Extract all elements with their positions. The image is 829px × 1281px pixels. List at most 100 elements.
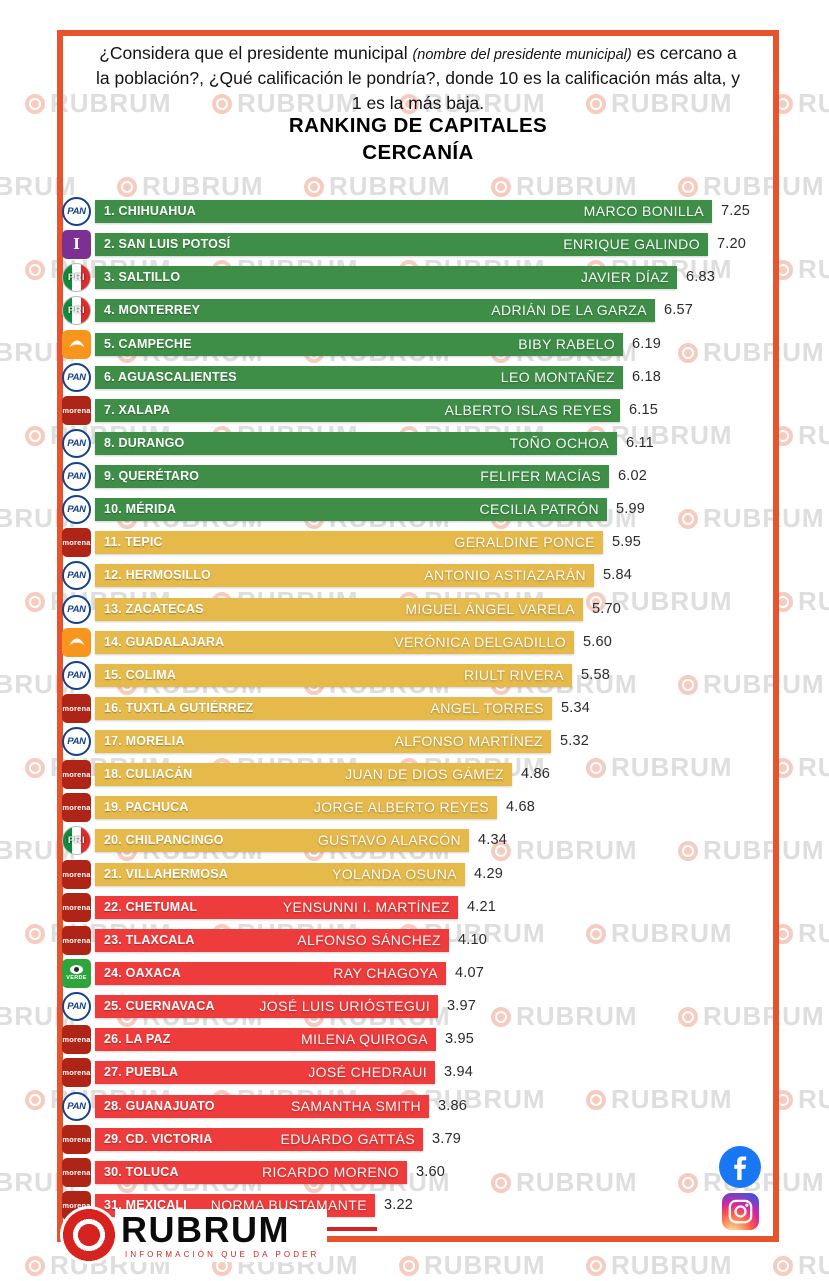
score-bar: 18. CULIACÁN JUAN DE DIOS GÁMEZ xyxy=(95,762,512,786)
mayor-name: LEO MONTAÑEZ xyxy=(500,369,615,385)
mayor-name: CECILIA PATRÓN xyxy=(479,501,599,517)
pan-party-logo: PAN xyxy=(62,594,91,624)
pan-party-logo: PAN xyxy=(62,362,91,392)
watermark-text: RUBRUM xyxy=(798,1084,829,1114)
rank-city-label: 18. CULIACÁN xyxy=(104,767,193,781)
watermark-text: RUBRUM xyxy=(798,420,829,450)
rank-city-label: 3. SALTILLO xyxy=(104,270,181,284)
morena-party-logo: morena xyxy=(62,859,91,889)
score-bar: 7. XALAPA ALBERTO ISLAS REYES xyxy=(95,398,620,422)
mayor-name: RIULT RIVERA xyxy=(464,667,564,683)
rubrum-target-icon xyxy=(25,923,45,944)
score-bar: 9. QUERÉTARO FELIFER MACÍAS xyxy=(95,464,609,488)
watermark-text: RUBRUM xyxy=(424,1250,546,1280)
mayor-name: MARCO BONILLA xyxy=(583,203,704,219)
rank-city-label: 30. TOLUCA xyxy=(104,1165,179,1179)
score-bar: 27. PUEBLA JOSÉ CHEDRAUI xyxy=(95,1060,435,1084)
score-value: 6.11 xyxy=(626,435,654,451)
ranking-row-10: PAN 10. MÉRIDA CECILIA PATRÓN 5.99 xyxy=(62,494,645,524)
score-bar: 30. TOLUCA RICARDO MORENO xyxy=(95,1160,407,1184)
score-value: 6.57 xyxy=(664,302,694,318)
score-bar: 20. CHILPANCINGO GUSTAVO ALARCÓN xyxy=(95,828,469,852)
ranking-row-30: morena 30. TOLUCA RICARDO MORENO 3.60 xyxy=(62,1157,445,1187)
question-note: (nombre del presidente municipal) xyxy=(412,47,632,63)
score-value: 6.83 xyxy=(686,269,716,285)
rubrum-watermark: RUBRUM xyxy=(773,1084,829,1115)
score-bar: 1. CHIHUAHUA MARCO BONILLA xyxy=(95,199,712,223)
rank-city-label: 10. MÉRIDA xyxy=(104,502,177,516)
ranking-row-20: PRI 20. CHILPANCINGO GUSTAVO ALARCÓN 4.34 xyxy=(62,825,507,855)
instagram-icon[interactable] xyxy=(722,1193,759,1230)
rubrum-target-icon xyxy=(25,259,45,280)
rubrum-tagline: INFORMACIÓN QUE DA PODER xyxy=(125,1249,320,1259)
mayor-name: GUSTAVO ALARCÓN xyxy=(317,832,461,848)
rank-city-label: 8. DURANGO xyxy=(104,436,185,450)
score-value: 4.34 xyxy=(478,832,508,848)
pan-party-logo: PAN xyxy=(62,726,91,756)
watermark-text: RUBRUM xyxy=(798,752,829,782)
mayor-name: ADRIÁN DE LA GARZA xyxy=(491,302,647,318)
rank-city-label: 26. LA PAZ xyxy=(104,1032,171,1046)
watermark-text: RUBRUM xyxy=(798,88,829,118)
mayor-name: JOSÉ LUIS URIÓSTEGUI xyxy=(259,998,430,1014)
mayor-name: GERALDINE PONCE xyxy=(454,534,595,550)
score-bar: 5. CAMPECHE BIBY RABELO xyxy=(95,332,623,356)
rank-city-label: 15. COLIMA xyxy=(104,668,177,682)
score-bar: 17. MORELIA ALFONSO MARTÍNEZ xyxy=(95,729,551,753)
ranking-row-4: PRI 4. MONTERREY ADRIÁN DE LA GARZA 6.57 xyxy=(62,295,693,325)
rubrum-target-icon xyxy=(25,1089,45,1110)
score-bar: 14. GUADALAJARA VERÓNICA DELGADILLO xyxy=(95,630,574,654)
watermark-text: RUBRUM xyxy=(798,254,829,284)
rank-city-label: 28. GUANAJUATO xyxy=(104,1099,215,1113)
ranking-row-25: PAN 25. CUERNAVACA JOSÉ LUIS URIÓSTEGUI 3.9… xyxy=(62,991,476,1021)
ranking-row-3: PRI 3. SALTILLO JAVIER DÍAZ 6.83 xyxy=(62,262,715,292)
score-value: 3.97 xyxy=(447,998,477,1014)
score-value: 5.34 xyxy=(561,700,591,716)
score-value: 5.70 xyxy=(592,601,622,617)
morena-party-logo: morena xyxy=(62,925,91,955)
score-value: 4.86 xyxy=(521,766,551,782)
score-value: 5.32 xyxy=(560,733,590,749)
pan-party-logo: PAN xyxy=(62,991,91,1021)
rubrum-watermark: RUBRUM xyxy=(773,420,829,451)
mayor-name: TOÑO OCHOA xyxy=(509,435,609,451)
verde-party-logo: VERDE xyxy=(62,958,91,988)
score-value: 5.95 xyxy=(612,534,642,550)
ranking-row-19: morena 19. PACHUCA JORGE ALBERTO REYES 4.68 xyxy=(62,792,535,822)
rubrum-watermark: RUBRUM xyxy=(399,1250,546,1281)
rank-city-label: 17. MORELIA xyxy=(104,734,185,748)
ranking-row-29: morena 29. CD. VICTORIA EDUARDO GATTÁS 3.79 xyxy=(62,1124,461,1154)
mayor-name: YENSUNNI I. MARTÍNEZ xyxy=(282,899,450,915)
mc-eagle-icon xyxy=(69,638,84,646)
ranking-row-7: morena 7. XALAPA ALBERTO ISLAS REYES 6.15 xyxy=(62,395,658,425)
ranking-row-13: PAN 13. ZACATECAS MIGUEL ÁNGEL VARELA 5.70 xyxy=(62,594,621,624)
ranking-row-1: PAN 1. CHIHUAHUA MARCO BONILLA 7.25 xyxy=(62,196,750,226)
pri-party-logo: PRI xyxy=(62,825,91,855)
rubrum-watermark: RUBRUM xyxy=(773,586,829,617)
watermark-text: RUBRUM xyxy=(611,1250,733,1280)
rank-city-label: 1. CHIHUAHUA xyxy=(104,204,196,218)
ranking-row-2: I 2. SAN LUIS POTOSÍ ENRIQUE GALINDO 7.20 xyxy=(62,229,746,259)
score-bar: 23. TLAXCALA ALFONSO SÁNCHEZ xyxy=(95,928,449,952)
morena-party-logo: morena xyxy=(62,1157,91,1187)
chart-title: RANKING DE CAPITALES CERCANÍA xyxy=(95,113,741,166)
score-value: 6.02 xyxy=(618,468,648,484)
mayor-name: ENRIQUE GALINDO xyxy=(563,236,700,252)
score-value: 7.20 xyxy=(717,236,747,252)
brand-dash xyxy=(327,1227,378,1231)
score-bar: 3. SALTILLO JAVIER DÍAZ xyxy=(95,265,677,289)
mayor-name: FELIFER MACÍAS xyxy=(480,468,601,484)
rank-city-label: 22. CHETUMAL xyxy=(104,900,198,914)
rank-city-label: 25. CUERNAVACA xyxy=(104,999,215,1013)
ranking-row-28: PAN 28. GUANAJUATO SAMANTHA SMITH 3.86 xyxy=(62,1091,467,1121)
morena-party-logo: morena xyxy=(62,1124,91,1154)
rubrum-watermark: RUBRUM xyxy=(773,254,829,285)
rank-city-label: 16. TUXTLA GUTIÉRREZ xyxy=(104,701,254,715)
ranking-row-9: PAN 9. QUERÉTARO FELIFER MACÍAS 6.02 xyxy=(62,461,647,491)
rubrum-watermark: RUBRUM xyxy=(773,918,829,949)
watermark-text: RUBRUM xyxy=(798,918,829,948)
score-bar: 19. PACHUCA JORGE ALBERTO REYES xyxy=(95,795,497,819)
facebook-icon[interactable] xyxy=(719,1146,761,1188)
mayor-name: ALFONSO MARTÍNEZ xyxy=(394,733,543,749)
pan-party-logo: PAN xyxy=(62,428,91,458)
